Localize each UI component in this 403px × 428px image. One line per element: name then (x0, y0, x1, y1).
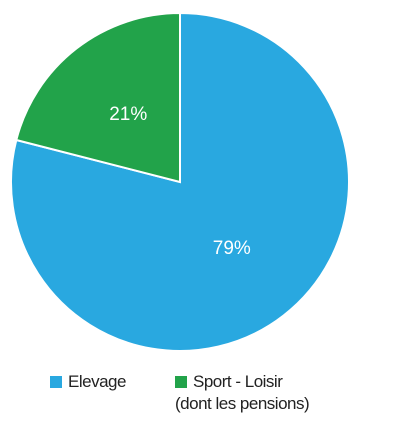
legend-item: Sport - Loisir (dont les pensions) (175, 371, 310, 415)
legend-label: Elevage (68, 372, 126, 391)
pie-slice (10, 11, 350, 352)
data-label: 79% (213, 238, 251, 259)
legend-label: Sport - Loisir (dont les pensions) (175, 372, 310, 413)
legend-swatch (175, 376, 187, 388)
pie-slice (15, 11, 181, 184)
legend-swatch (50, 376, 62, 388)
data-label: 21% (109, 104, 147, 125)
chart: 79% 21% (10, 11, 350, 352)
legend-item: Elevage (50, 371, 126, 393)
